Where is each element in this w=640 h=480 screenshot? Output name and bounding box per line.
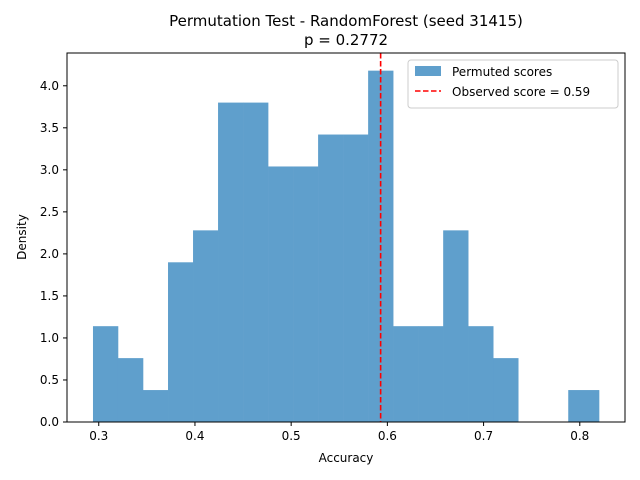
histogram-bar — [343, 134, 369, 423]
legend: Permuted scores Observed score = 0.59 — [407, 59, 619, 109]
histogram-bar — [443, 230, 469, 422]
histogram-bar — [568, 390, 600, 422]
histogram-bar — [318, 134, 344, 423]
legend-label-permuted: Permuted scores — [452, 65, 552, 79]
histogram-bar — [117, 358, 144, 422]
histogram-bar — [468, 326, 494, 422]
y-axis-label: Density — [15, 214, 29, 260]
y-tick-label: 1.5 — [40, 289, 59, 303]
legend-label-observed: Observed score = 0.59 — [452, 85, 590, 99]
histogram-bar — [418, 326, 444, 422]
y-tick-label: 0.5 — [40, 373, 59, 387]
x-tick-label: 0.4 — [185, 429, 204, 443]
y-tick-label: 1.0 — [40, 331, 59, 345]
histogram-bar — [143, 390, 169, 422]
histogram-bar — [393, 326, 419, 422]
y-tick-label: 2.5 — [40, 205, 59, 219]
plot-frame — [66, 52, 626, 423]
chart-title: Permutation Test - RandomForest (seed 31… — [169, 12, 523, 30]
y-tick-label: 3.5 — [40, 121, 59, 135]
y-tick-label: 3.0 — [40, 163, 59, 177]
y-tick-label: 0.0 — [40, 415, 59, 429]
x-tick-label: 0.3 — [89, 429, 108, 443]
histogram-bar — [293, 166, 319, 422]
histogram-bar — [268, 166, 294, 422]
x-axis-label: Accuracy — [319, 451, 374, 465]
y-axis-ticks: 0.0 0.5 1.0 1.5 2.0 2.5 3.0 3.5 4.0 — [40, 79, 67, 429]
histogram-bars — [92, 70, 600, 423]
x-tick-label: 0.5 — [282, 429, 301, 443]
histogram-bar — [243, 102, 269, 422]
x-tick-label: 0.7 — [474, 429, 493, 443]
x-axis-ticks: 0.3 0.4 0.5 0.6 0.7 0.8 — [89, 422, 589, 443]
histogram-bar — [193, 230, 219, 422]
histogram-bar — [493, 358, 519, 422]
legend-swatch-permuted — [415, 66, 441, 76]
legend-box — [407, 59, 619, 109]
histogram-bar — [168, 262, 194, 422]
x-tick-label: 0.6 — [378, 429, 397, 443]
x-tick-label: 0.8 — [570, 429, 589, 443]
y-tick-label: 4.0 — [40, 79, 59, 93]
histogram-bar — [92, 326, 119, 422]
histogram-bar — [218, 102, 244, 422]
y-tick-label: 2.0 — [40, 247, 59, 261]
chart-subtitle: p = 0.2772 — [304, 31, 388, 49]
